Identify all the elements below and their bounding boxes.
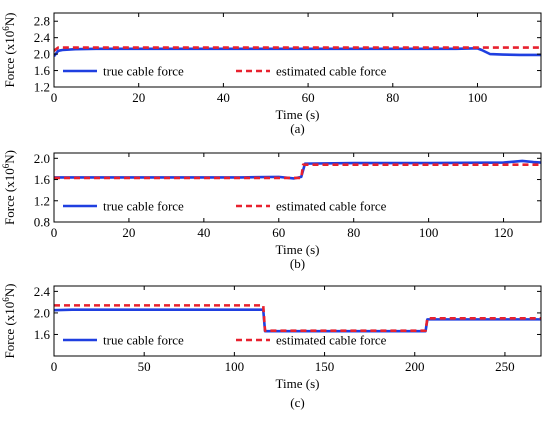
legend: true cable force estimated cable force <box>63 64 387 79</box>
y-tick-label: 2.0 <box>34 151 50 166</box>
series-group <box>54 159 541 180</box>
x-tick-label: 100 <box>468 90 488 105</box>
x-axis-label: Time (s) <box>276 376 320 391</box>
panel-label: (b) <box>290 256 305 271</box>
estimated-force-line <box>54 46 541 52</box>
legend-estimated-label: estimated cable force <box>276 333 387 348</box>
series-group <box>54 304 541 333</box>
estimated-force-line <box>54 163 541 180</box>
x-tick-label: 40 <box>217 90 230 105</box>
chart-panel-1: 0 20 40 60 80 100 1.2 1.62.0 2.42.8 Force (x106N)… <box>1 12 542 136</box>
legend-true-label: true cable force <box>103 333 184 348</box>
legend-estimated-label: estimated cable force <box>276 64 387 79</box>
legend-estimated-label: estimated cable force <box>276 199 387 214</box>
y-axis-label: Force (x106N) <box>1 150 17 225</box>
x-tick-label: 20 <box>132 90 145 105</box>
true-force-line <box>54 308 541 333</box>
axes-frame <box>53 152 542 223</box>
legend: true cable force estimated cable force <box>63 333 387 348</box>
y-tick-label: 1.6 <box>34 327 51 342</box>
y-axis-label: Force (x106N) <box>1 13 17 88</box>
y-tick-label: 1.2 <box>34 193 50 208</box>
y-tick-label: 2.0 <box>34 47 50 62</box>
x-tick-label: 100 <box>419 225 439 240</box>
x-tick-label: 50 <box>138 359 151 374</box>
x-tick-label: 0 <box>51 90 58 105</box>
x-tick-label: 0 <box>51 359 58 374</box>
x-tick-label: 200 <box>405 359 425 374</box>
y-tick-label: 2.0 <box>34 305 50 320</box>
panel-label: (a) <box>290 121 304 136</box>
x-tick-label: 100 <box>225 359 245 374</box>
x-tick-label: 0 <box>51 225 58 240</box>
legend: true cable force estimated cable force <box>63 199 387 214</box>
y-tick-label: 1.6 <box>34 172 51 187</box>
legend-true-label: true cable force <box>103 64 184 79</box>
y-axis-label: Force (x106N) <box>1 284 17 359</box>
series-group <box>54 46 541 57</box>
x-tick-label: 250 <box>495 359 515 374</box>
panel-label: (c) <box>290 395 304 410</box>
estimated-force-line <box>54 304 541 332</box>
y-tick-label: 0.8 <box>34 215 50 230</box>
x-tick-label: 80 <box>386 90 399 105</box>
x-tick-label: 60 <box>302 90 315 105</box>
x-tick-label: 80 <box>347 225 360 240</box>
y-tick-label: 2.8 <box>34 14 50 29</box>
y-tick-label: 1.6 <box>34 63 51 78</box>
x-tick-label: 40 <box>197 225 210 240</box>
x-axis-label: Time (s) <box>276 107 320 122</box>
y-tick-label: 1.2 <box>34 80 50 95</box>
x-tick-label: 120 <box>494 225 514 240</box>
legend-true-label: true cable force <box>103 199 184 214</box>
x-axis-label: Time (s) <box>276 242 320 257</box>
y-tick-label: 2.4 <box>34 284 51 299</box>
x-tick-label: 20 <box>122 225 135 240</box>
chart-panel-3: 0 50 100 150 200 250 1.6 2.0 2.4 Force (x106N) Tim… <box>1 284 542 410</box>
axes-frame <box>53 285 542 357</box>
x-tick-label: 150 <box>315 359 335 374</box>
true-force-line <box>54 47 541 57</box>
chart-panel-2: 0 20 40 60 80 100 120 0.8 1.2 1.6 2.0 Force (x106N)… <box>1 150 542 271</box>
y-tick-label: 2.4 <box>34 30 51 45</box>
axes-frame <box>53 12 542 88</box>
x-tick-label: 60 <box>272 225 285 240</box>
